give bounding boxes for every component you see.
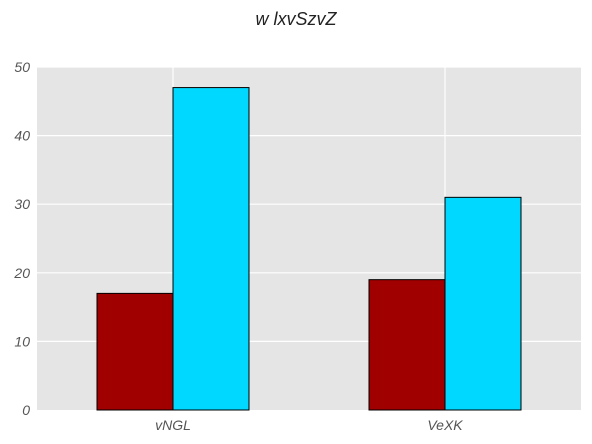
y-tick-label: 50 [14, 59, 30, 75]
y-tick-label: 0 [22, 402, 30, 418]
x-tick-label: vNGL [155, 417, 191, 433]
chart-title: w lxvSzvZ [255, 9, 337, 29]
bar-vNGL-series-1 [96, 292, 174, 411]
x-axis-ticks: vNGL VeXK [155, 417, 463, 433]
y-tick-label: 40 [14, 128, 30, 144]
bar-VeXK-series-2 [444, 196, 522, 411]
bar-VeXK-series-1 [368, 279, 446, 411]
y-tick-label: 30 [14, 196, 30, 212]
y-tick-label: 20 [13, 265, 30, 281]
bars [96, 87, 522, 411]
x-tick-label: VeXK [427, 417, 463, 433]
y-tick-label: 10 [14, 333, 30, 349]
y-axis-ticks: 0 10 20 30 40 50 [13, 59, 30, 418]
bar-vNGL-series-2 [172, 87, 250, 411]
